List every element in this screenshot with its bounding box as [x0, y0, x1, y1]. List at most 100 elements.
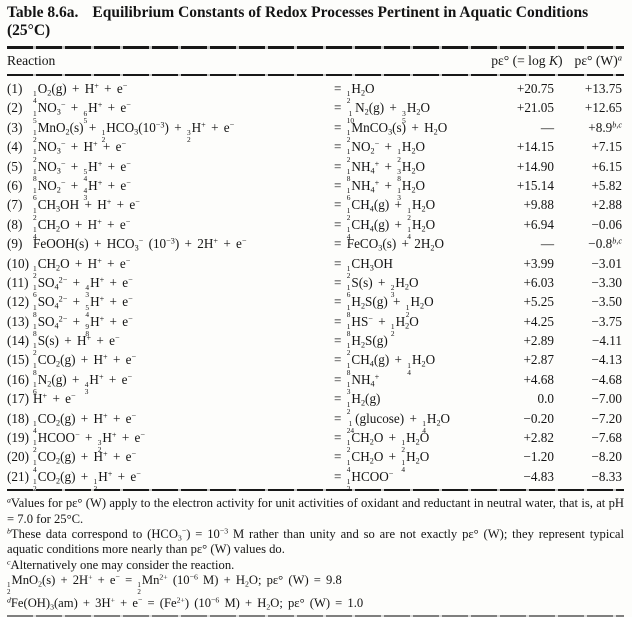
table-row: (19) 1 2 HCOO− + 3 2 H+ + e− = 1 2 CH2O + 1 2 H2O +… — [7, 428, 624, 454]
product-cell: = 1 8 CH4(g) + 1 4 H2O — [334, 352, 436, 377]
table-row: (9) FeOOH(s) + HCO3− (10−3) + 2H+ + e− = F… — [7, 234, 624, 253]
pe-w-value: −7.00 — [591, 391, 622, 407]
table-row: (21) 1 2 CO2(g) + 1 2 H+ + e− = 1 2 HCOO− −4.83 −8… — [7, 467, 624, 493]
table-row: (5) 1 8 NO3− + 5 4 H+ + e− = 1 8 NH4+ + 3 8 H2O +14… — [7, 157, 624, 183]
product-cell: = 1 8 HS− + 1 2 H2O — [334, 313, 419, 339]
product-cell: = 1 2 NO2− + 1 2 H2O — [334, 139, 426, 164]
pe-logk-value: +6.94 — [523, 216, 554, 232]
pe-w-value: +12.65 — [584, 100, 622, 116]
pe-logk-value: +15.14 — [516, 177, 554, 193]
table-row: (20) 1 4 CO2(g) + H+ + e− = 1 4 CH2O + 1 4 H2O −1… — [7, 447, 624, 473]
table-header-row: Reaction pε° (= log K) pε° (W)a — [7, 49, 624, 72]
pe-logk-value: +20.75 — [516, 81, 554, 96]
pe-w-value: −4.13 — [591, 352, 622, 368]
product-cell: = 1 2 H2S(g) — [334, 333, 388, 358]
pe-w-value: +2.88 — [591, 197, 622, 213]
footnote: aValues for pε° (W) apply to the electro… — [7, 495, 624, 526]
pe-logk-value: +3.99 — [523, 255, 554, 271]
reaction-cell: (8) 1 4 CH2O + H+ + e− — [7, 216, 131, 242]
table-row: (17) H+ + e− = 1 2 H2(g) 0.0 −7.00 — [7, 389, 624, 415]
pe-logk-value: +2.87 — [523, 352, 554, 368]
reaction-number: (20) — [7, 449, 29, 465]
pe-w-value: +7.15 — [591, 139, 622, 155]
footnote-reaction: 1 2 MnO2(s) + 2H+ + e− = 1 2 Mn2+ (10−6 M) +… — [7, 572, 342, 597]
table-row: (10) 1 2 CH2O + H+ + e− = 1 2 CH3OH +3.99 −3.01 — [7, 254, 624, 280]
reaction-cell: (13) 1 8 SO42− + 9 8 H+ + e− — [7, 313, 133, 339]
footnotes: aValues for pε° (W) apply to the electro… — [7, 496, 624, 611]
reaction-cell: (9) FeOOH(s) + HCO3− (10−3) + 2H+ + e− — [7, 236, 247, 253]
reaction-cell: (4) 1 2 NO3− + H+ + e− — [7, 139, 127, 164]
reaction-cell: (1) 1 4 O2(g) + H+ + e− — [7, 81, 128, 106]
pe-logk-value: +2.89 — [523, 333, 554, 349]
footnote: cAlternatively one may consider the reac… — [7, 557, 235, 572]
table-number: Table 8.6a. — [7, 4, 79, 21]
top-rule — [7, 46, 624, 49]
product-cell: = 1 24 (glucose) + 1 4 H2O — [334, 410, 451, 435]
product-cell: = 1 2 MnCO3(s) + H2O — [334, 119, 448, 145]
table-row: (14) 1 2 S(s) + H+ + e− = 1 2 H2S(g) +2.89 −4.11 — [7, 331, 624, 357]
table-row: (4) 1 2 NO3− + H+ + e− = 1 2 NO2− + 1 2 H2O +14.1… — [7, 137, 624, 163]
table-bottom-rule — [7, 489, 624, 492]
reaction-number: (3) — [7, 119, 23, 135]
pe-w-value: +13.75 — [584, 81, 622, 96]
reaction-cell: (11) 1 6 SO42− + 4 3 H+ + e− — [7, 274, 133, 300]
pe-w-value: −3.30 — [591, 274, 622, 290]
reaction-cell: (3) 1 2 MnO2(s) + 1 2 HCO3(10−3) + 3 2 H+ + e− — [7, 119, 235, 145]
product-cell: = 1 8 NH4+ + 3 8 H2O — [334, 158, 426, 183]
reaction-cell: (10) 1 2 CH2O + H+ + e− — [7, 255, 131, 280]
table-row: (18) 1 4 CO2(g) + H+ + e− = 1 24 (glucose) + 1… — [7, 409, 624, 435]
pe-logk-value: — — [540, 119, 554, 135]
pe-w-value: −0.8b,c — [588, 236, 622, 252]
reaction-number: (13) — [7, 313, 29, 329]
footnote-reaction: dFe(OH)3(am) + 3H+ + e− = (Fe2+) (10−6 M… — [7, 595, 364, 612]
product-cell: = 1 6 NH4+ + 1 3 H2O — [334, 177, 426, 203]
reaction-cell: (15) 1 8 CO2(g) + H+ + e− — [7, 352, 137, 377]
reaction-cell: (21) 1 2 CO2(g) + 1 2 H+ + e− — [7, 468, 141, 494]
reaction-cell: (14) 1 2 S(s) + H+ + e− — [7, 333, 120, 358]
table-row: (8) 1 4 CH2O + H+ + e− = 1 4 CH4(g) + 1 4 H2O +6.… — [7, 215, 624, 241]
reaction-number: (5) — [7, 158, 23, 174]
reaction-cell: (20) 1 4 CO2(g) + H+ + e− — [7, 449, 137, 474]
pe-logk-value: −1.20 — [523, 449, 554, 465]
reaction-cell: (5) 1 8 NO3− + 5 4 H+ + e− — [7, 158, 131, 183]
product-cell: = 1 6 S(s) + 2 3 H2O — [334, 274, 419, 300]
pe-logk-value: +9.88 — [523, 197, 554, 213]
table-row: (6) 1 6 NO2− + 4 3 H+ + e− = 1 6 NH4+ + 1 3 H2O +15… — [7, 176, 624, 202]
header-rule — [7, 74, 624, 76]
pe-logk-value: −0.20 — [523, 410, 554, 426]
table-row: (12) 1 8 SO42− + 5 4 H+ + e− = 1 8 H2S(g) + 1 2 H2… — [7, 292, 624, 318]
product-cell: = 1 2 H2(g) — [334, 391, 381, 416]
table-row: (7) 1 2 CH3OH + H+ + e− = 1 2 CH4(g) + 1 2 H2O +9… — [7, 195, 624, 221]
pe-logk-value: −4.83 — [523, 468, 554, 484]
table-title-text: Equilibrium Constants of Redox Processes… — [92, 4, 589, 21]
pe-w-value: −3.01 — [591, 255, 622, 271]
pe-w-value: −4.11 — [591, 333, 622, 349]
pe-logk-value: +4.68 — [523, 371, 554, 387]
pe-logk-value: +14.90 — [516, 158, 554, 174]
reaction-cell: (12) 1 8 SO42− + 5 4 H+ + e− — [7, 294, 133, 319]
reaction-number: (8) — [7, 216, 23, 232]
table-row: (3) 1 2 MnO2(s) + 1 2 HCO3(10−3) + 3 2 H+ + e− =… — [7, 118, 624, 144]
table-body: (1) 1 4 O2(g) + H+ + e− = 1 2 H2O +20.75 +13.75(… — [7, 79, 624, 493]
reaction-number: (6) — [7, 177, 23, 193]
pe-logk-value: +14.15 — [516, 139, 554, 155]
pe-logk-value: +6.03 — [523, 274, 554, 290]
reaction-number: (21) — [7, 468, 29, 484]
column-header-pe-w: pε° (W)a — [574, 52, 622, 68]
pe-w-value: −8.20 — [591, 449, 622, 465]
pe-w-value: −7.20 — [591, 410, 622, 426]
pe-w-value: −8.33 — [591, 468, 622, 484]
pe-w-value: −7.68 — [591, 430, 622, 446]
product-cell: = 1 2 CH4(g) + 1 2 H2O — [334, 197, 436, 222]
reaction-number: (1) — [7, 81, 23, 96]
product-cell: = 1 10 N2(g) + 3 5 H2O — [334, 100, 430, 125]
reaction-cell: (16) 1 6 N2(g) + 4 3 H+ + e− — [7, 371, 133, 397]
product-cell: = 1 3 NH4+ — [334, 371, 380, 397]
pe-w-value: −4.68 — [591, 371, 622, 387]
reaction-number: (4) — [7, 139, 23, 155]
reaction-number: (2) — [7, 100, 23, 116]
table-title-temperature: (25°C) — [7, 22, 51, 39]
pe-w-value: +8.9b,c — [588, 119, 622, 135]
pe-logk-value: +21.05 — [516, 100, 554, 116]
